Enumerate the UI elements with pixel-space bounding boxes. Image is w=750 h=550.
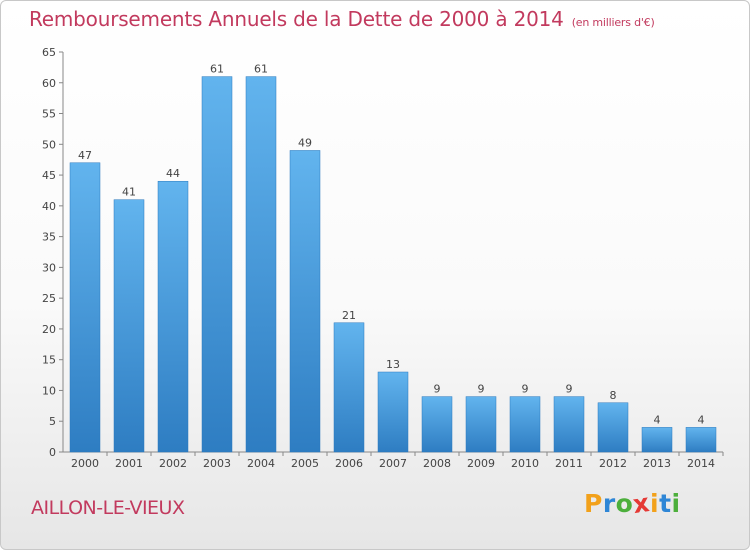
y-tick-label: 65: [42, 46, 56, 59]
bar: [157, 180, 189, 453]
bar-value-label: 4: [698, 413, 705, 426]
bar: [245, 76, 277, 453]
bar-value-label: 21: [342, 309, 356, 322]
y-tick-label: 55: [42, 108, 56, 121]
bar-value-label: 9: [566, 383, 573, 396]
bar: [377, 371, 409, 453]
y-tick-label: 20: [42, 323, 56, 336]
x-tick-label: 2000: [71, 457, 99, 470]
bar-value-label: 44: [166, 167, 180, 180]
y-tick-label: 25: [42, 292, 56, 305]
bar-value-label: 9: [478, 383, 485, 396]
commune-name: AILLON-LE-VIEUX: [31, 497, 185, 519]
bar-value-label: 8: [610, 389, 617, 402]
x-tick-label: 2012: [599, 457, 627, 470]
bar: [69, 162, 101, 453]
logo-letter: P: [584, 489, 603, 518]
y-tick-label: 0: [49, 446, 56, 459]
x-tick-label: 2001: [115, 457, 143, 470]
axes: 0 5 10 15 20 25 30 35 40 45 50 55 60 65 2000 2001 2002 20…: [42, 46, 724, 470]
bar: [465, 396, 497, 453]
bar: [333, 322, 365, 453]
bar: [289, 150, 321, 453]
x-tick-label: 2007: [379, 457, 407, 470]
bar-value-label: 61: [254, 63, 268, 76]
logo-letter: x: [631, 487, 652, 520]
y-tick-label: 10: [42, 384, 56, 397]
bar-value-label: 9: [522, 383, 529, 396]
chart-title-text: Remboursements Annuels de la Dette de 20…: [29, 7, 564, 31]
y-tick-label: 30: [42, 261, 56, 274]
logo-letter: t: [659, 489, 672, 518]
bar: [553, 396, 585, 453]
x-tick-label: 2010: [511, 457, 539, 470]
x-tick-label: 2004: [247, 457, 275, 470]
x-tick-label: 2002: [159, 457, 187, 470]
bar-value-label: 4: [654, 413, 661, 426]
x-tick-label: 2006: [335, 457, 363, 470]
logo-letter: i: [671, 489, 681, 518]
bar-value-label: 9: [434, 383, 441, 396]
logo-letter: i: [650, 489, 660, 518]
x-tick-label: 2011: [555, 457, 583, 470]
x-tick-label: 2009: [467, 457, 495, 470]
y-tick-label: 35: [42, 231, 56, 244]
y-tick-label: 45: [42, 169, 56, 182]
logo-letter: r: [602, 489, 616, 518]
bar: [509, 396, 541, 453]
bar-value-label: 49: [298, 136, 312, 149]
bar-value-label: 61: [210, 63, 224, 76]
x-tick-label: 2013: [643, 457, 671, 470]
x-tick-label: 2014: [687, 457, 715, 470]
y-tick-label: 50: [42, 138, 56, 151]
bar-value-label: 47: [78, 149, 92, 162]
bar: [421, 396, 453, 453]
bar: [113, 199, 145, 453]
x-tick-label: 2008: [423, 457, 451, 470]
y-tick-label: 40: [42, 200, 56, 213]
y-tick-label: 5: [49, 415, 56, 428]
bar-value-label: 13: [386, 358, 400, 371]
bars: [69, 76, 717, 453]
y-tick-label: 60: [42, 77, 56, 90]
chart-unit: (en milliers d'€): [571, 16, 655, 29]
bar: [641, 427, 673, 453]
x-tick-label: 2005: [291, 457, 319, 470]
bar: [201, 76, 233, 453]
bar: [685, 427, 717, 453]
bar-value-label: 41: [122, 186, 136, 199]
x-tick-label: 2003: [203, 457, 231, 470]
logo-letter: o: [615, 489, 634, 518]
chart-title: Remboursements Annuels de la Dette de 20…: [29, 7, 655, 31]
proxiti-logo[interactable]: Proxiti: [584, 487, 681, 520]
y-tick-label: 15: [42, 354, 56, 367]
bar: [597, 402, 629, 453]
